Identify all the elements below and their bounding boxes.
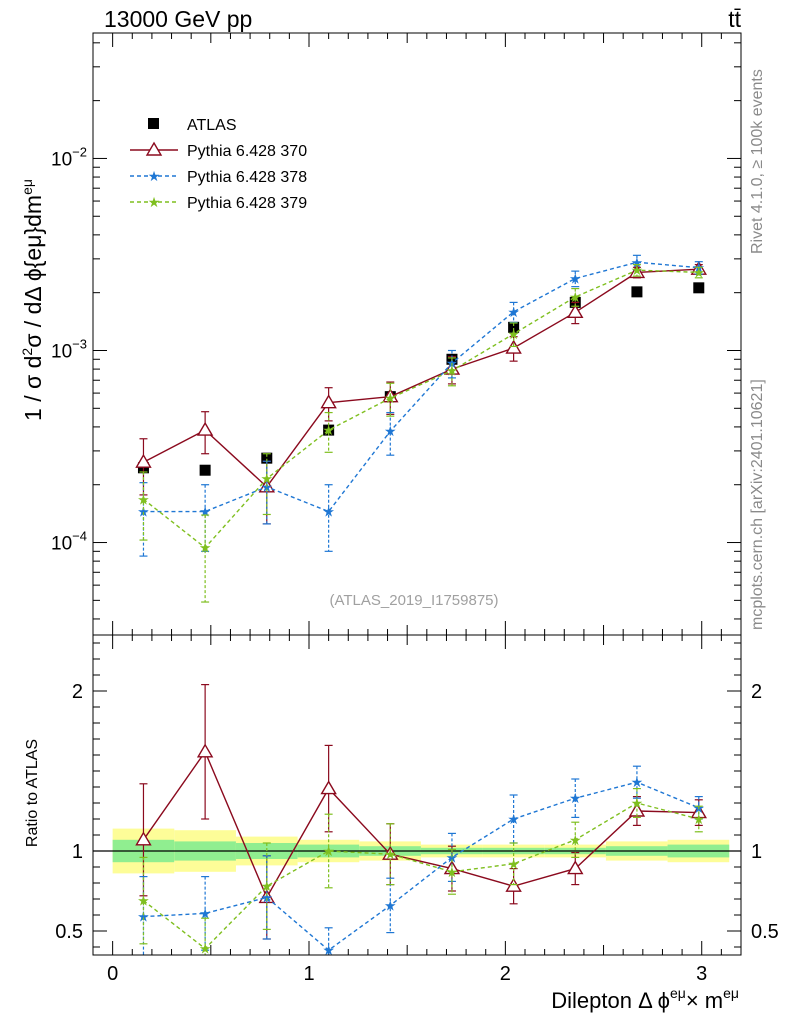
data-point: ★ [322, 422, 335, 438]
data-point: ★ [384, 390, 397, 406]
ratio-data-point: ★ [446, 864, 459, 880]
ratio-y-tick-label-right: 2 [751, 681, 762, 703]
ratio-series-pythia-6-428-370 [135, 683, 708, 940]
data-point: ★ [137, 504, 150, 520]
data-point: ★ [507, 304, 520, 320]
ratio-series-line-pythia-6-428-370 [142, 750, 699, 899]
data-point: ★ [569, 289, 582, 305]
legend-label-378: Pythia 6.428 378 [187, 169, 307, 186]
ratio-data-point: ★ [322, 942, 335, 958]
ratio-data-point [196, 743, 214, 758]
series-line-pythia-6-428-378 [143, 261, 699, 513]
legend-label-atlas: ATLAS [187, 117, 237, 134]
series-pythia-6-428-379: ★★★★★★★★★ ★ [137, 262, 706, 603]
data-point: ★ [137, 491, 150, 507]
ratio-data-point: ★ [631, 795, 644, 811]
data-point: ★ [199, 540, 212, 556]
ratio-data-point [135, 831, 152, 846]
ratio-data-point: ★ [507, 811, 520, 827]
ratio-x-tick-label: 1 [303, 963, 314, 985]
main-annotation: (ATLAS_2019_I1759875) [329, 592, 498, 609]
legend-marker-atlas [148, 118, 159, 129]
data-point: ★ [569, 271, 582, 287]
legend-marker-378: ★ [148, 168, 161, 184]
data-point [135, 453, 152, 468]
data-point: ★ [446, 363, 459, 379]
rivet-version-label: Rivet 4.1.0, ≥ 100k events [749, 69, 766, 254]
data-point: ★ [693, 264, 706, 280]
ratio-data-point: ★ [261, 878, 274, 894]
ratio-data-point: ★ [693, 811, 706, 827]
data-point [505, 339, 522, 354]
ratio-data-point: ★ [137, 909, 150, 925]
ratio-data-point: ★ [569, 832, 582, 848]
data-point [196, 421, 214, 436]
legend-label-379: Pythia 6.428 379 [187, 195, 307, 212]
ratio-plot-layer: 0.5 0.51 12 20 1 2 3★ ★★★★★★★★★★★★★ ★★ ★★★★ [55, 635, 779, 985]
ratio-data-point [320, 780, 337, 795]
ratio-x-axis-label: Dilepton Δ ϕeμ× meμ [551, 985, 739, 1013]
legend-marker-379: ★ [148, 194, 161, 210]
ratio-y-axis-label: Ratio to ATLAS [24, 739, 41, 847]
ratio-x-tick-label: 2 [500, 963, 511, 985]
ratio-series-pythia-6-428-379: ★★★★ ★★ ★★★★ [137, 787, 706, 957]
source-reference-label: mcplots.cern.ch [arXiv:2401.10621] [749, 379, 766, 630]
ratio-series-line-pythia-6-428-379 [143, 802, 699, 950]
ratio-data-point: ★ [322, 843, 335, 859]
data-point [631, 286, 643, 298]
ratio-data-point: ★ [631, 774, 644, 790]
data-point: ★ [261, 479, 274, 495]
ratio-data-point: ★ [569, 790, 582, 806]
series-line-pythia-6-428-379 [143, 269, 699, 549]
ratio-data-point [567, 860, 584, 875]
data-point [693, 282, 705, 294]
data-point: ★ [384, 423, 397, 439]
data-point: ★ [507, 326, 520, 342]
ratio-y-tick-label: 2 [72, 681, 83, 703]
ratio-data-point: ★ [261, 889, 274, 905]
ratio-data-point [505, 877, 522, 892]
ratio-y-tick-label-right: 1 [751, 841, 762, 863]
legend-marker-370 [145, 141, 163, 156]
series-line-pythia-6-428-370 [143, 268, 699, 488]
data-point: ★ [631, 254, 644, 270]
data-point: ★ [322, 504, 335, 520]
header-energy-label: 13000 GeV pp [104, 6, 252, 32]
legend-label-370: Pythia 6.428 370 [187, 143, 307, 160]
ratio-data-point: ★ [384, 897, 397, 913]
ratio-data-point: ★ [137, 893, 150, 909]
ratio-y-tick-label: 0.5 [55, 921, 83, 943]
header-process-label: tt̄ [728, 6, 741, 32]
data-point [199, 464, 211, 476]
legend: ATLAS Pythia 6.428 370 ★ Pythia 6.428 37… [130, 117, 307, 212]
data-point: ★ [261, 471, 274, 487]
ratio-frame [92, 634, 742, 956]
main-y-axis-label: 1 / σ d2σ / dΔ ϕ{eμ}dmeμ [19, 179, 46, 421]
ratio-data-point: ★ [507, 856, 520, 872]
ratio-data-point: ★ [384, 846, 397, 862]
data-point: ★ [631, 262, 644, 278]
ratio-y-tick-label: 1 [72, 841, 83, 863]
data-point [567, 303, 584, 319]
ratio-series-line-pythia-6-428-378 [143, 781, 700, 952]
ratio-data-point: ★ [199, 941, 212, 957]
ratio-y-tick-label-right: 0.5 [751, 921, 779, 943]
ratio-panel: 0.5 0.51 12 20 1 2 3★ ★★★★★★★★★★★★★ ★★ ★★★★ Ratio… [24, 634, 779, 1013]
data-point [508, 321, 520, 333]
ratio-data-point: ★ [199, 905, 212, 921]
ratio-x-tick-label: 3 [696, 963, 707, 985]
data-point [261, 452, 273, 464]
ratio-x-tick-label: 0 [107, 963, 118, 985]
main-plot-layer: 10−410−310−2★★★★★★★★★★★★★★★★★★★★ [51, 33, 741, 635]
data-point [320, 394, 337, 409]
